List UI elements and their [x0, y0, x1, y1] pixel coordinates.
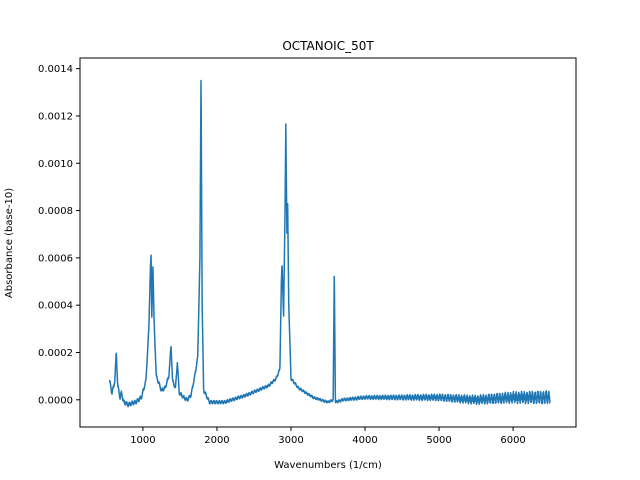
y-tick-label: 0.0014	[38, 64, 73, 75]
y-axis-label: Absorbance (base-10)	[4, 188, 15, 298]
y-tick-label: 0.0012	[38, 111, 73, 122]
series-line-0	[108, 79, 551, 408]
plot-frame	[79, 57, 577, 428]
y-tick-label: 0.0008	[38, 206, 73, 217]
y-tick-label: 0.0004	[38, 301, 73, 312]
x-tick-label: 2000	[204, 435, 229, 446]
y-tick-label: 0.0010	[38, 159, 73, 170]
x-tick-label: 3000	[278, 435, 303, 446]
y-tick-label: 0.0000	[38, 395, 73, 406]
plot-layer	[108, 79, 551, 408]
x-tick-label: 4000	[352, 435, 377, 446]
x-tick-label: 5000	[426, 435, 451, 446]
y-tick-label: 0.0006	[38, 253, 73, 264]
x-tick-label: 1000	[130, 435, 155, 446]
chart-title: OCTANOIC_50T	[282, 39, 374, 53]
x-axis-label: Wavenumbers (1/cm)	[274, 460, 382, 471]
x-tick-label: 6000	[500, 435, 525, 446]
axes-layer: 1000 2000 3000 4000 5000 6000 0.0000 0.0002 0.00…	[38, 57, 577, 446]
y-tick-label: 0.0002	[38, 348, 73, 359]
